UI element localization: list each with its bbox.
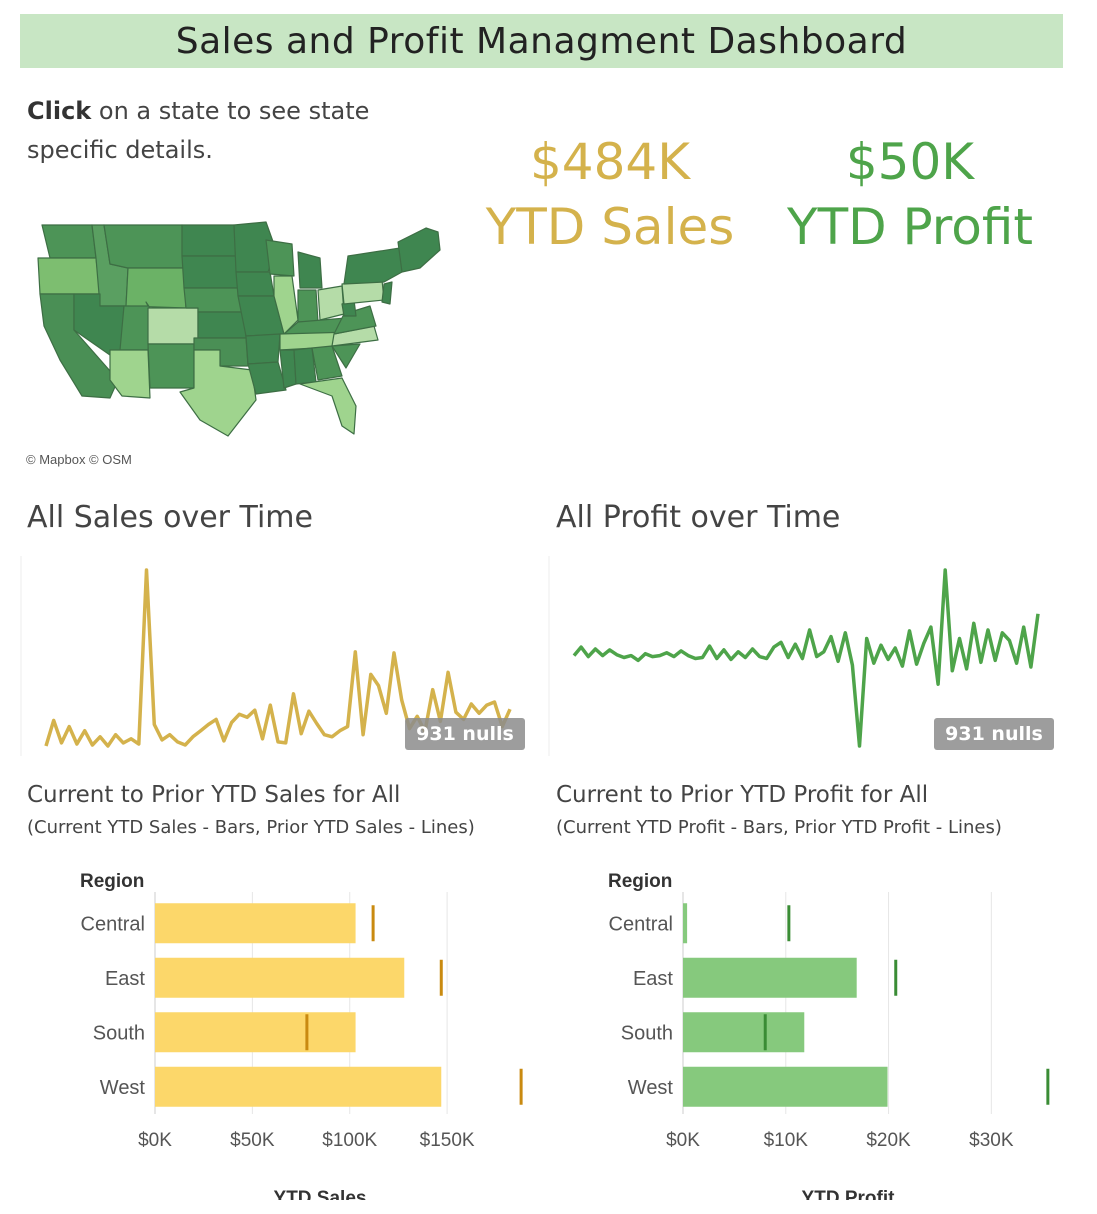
sales-time-title: All Sales over Time (27, 500, 313, 535)
sales-bar-east[interactable] (155, 957, 405, 998)
sales-axis-header: Region (80, 871, 144, 892)
sales-bar-central[interactable] (155, 903, 356, 944)
state-arkansas[interactable] (245, 333, 281, 365)
kpi-ytd-profit: $50K YTD Profit (770, 132, 1050, 262)
state-montana[interactable] (103, 224, 185, 269)
state-colorado[interactable] (147, 307, 199, 345)
state-indiana[interactable] (297, 289, 319, 323)
profit-series-line[interactable] (572, 568, 1040, 748)
profit-axis-header: Region (608, 871, 672, 892)
state-louisiana[interactable] (247, 361, 287, 395)
state-illinois[interactable] (273, 275, 299, 335)
state-georgia[interactable] (311, 345, 343, 381)
state-oregon[interactable] (37, 257, 101, 295)
kpi-ytd-sales: $484K YTD Sales (478, 132, 742, 262)
state-south-carolina[interactable] (331, 343, 361, 369)
state-new-england[interactable] (397, 227, 441, 273)
state-kansas[interactable] (197, 311, 247, 339)
state-washington[interactable] (41, 224, 97, 259)
profit-bars-note: (Current YTD Profit - Bars, Prior YTD Pr… (556, 817, 1002, 838)
sales-category-label: West (100, 1077, 146, 1099)
profit-time-title: All Profit over Time (556, 500, 841, 535)
state-south-dakota[interactable] (181, 255, 239, 289)
state-wyoming[interactable] (125, 267, 187, 309)
sales-bullet-chart[interactable]: Region Central East South West $0K $50K $100K $1… (20, 860, 540, 1200)
kpi-profit-label: YTD Profit (787, 198, 1033, 256)
kpi-profit-value: $50K (845, 133, 975, 191)
sales-tick-label: $150K (420, 1130, 475, 1151)
sales-category-label: East (105, 968, 145, 990)
profit-bar-east[interactable] (683, 957, 857, 998)
sales-bar-south[interactable] (155, 1012, 356, 1053)
profit-bar-west[interactable] (683, 1066, 888, 1107)
state-florida[interactable] (299, 377, 357, 435)
sales-category-label: Central (81, 913, 145, 935)
state-michigan[interactable] (297, 251, 323, 289)
profit-nulls-badge[interactable]: 931 nulls (934, 718, 1054, 750)
profit-category-label: Central (609, 913, 673, 935)
state-new-mexico[interactable] (147, 343, 195, 389)
profit-tick-label: $30K (969, 1130, 1014, 1151)
profit-x-axis-title: YTD Profit (802, 1188, 896, 1200)
state-virginia[interactable] (333, 305, 377, 335)
profit-category-label: West (628, 1077, 674, 1099)
profit-tick-label: $10K (764, 1130, 809, 1151)
sales-tick-label: $50K (230, 1130, 275, 1151)
profit-bar-south[interactable] (683, 1012, 805, 1053)
state-texas[interactable] (179, 349, 257, 437)
sales-nulls-badge[interactable]: 931 nulls (405, 718, 525, 750)
profit-bullet-chart[interactable]: Region Central East South West $0K $10K $20K $30… (548, 860, 1068, 1200)
sales-bars-title: Current to Prior YTD Sales for All (27, 782, 401, 808)
page-title: Sales and Profit Managment Dashboard (175, 20, 908, 62)
sales-tick-label: $0K (138, 1130, 172, 1151)
profit-tick-label: $0K (666, 1130, 700, 1151)
state-nebraska[interactable] (183, 287, 245, 313)
profit-bars-title: Current to Prior YTD Profit for All (556, 782, 929, 808)
profit-bar-central[interactable] (683, 903, 688, 944)
sales-x-axis-title: YTD Sales (274, 1188, 367, 1200)
state-new-york[interactable] (343, 247, 403, 285)
instructions-rest: on a state to see state specific details… (27, 97, 370, 164)
sales-over-time-chart[interactable] (20, 556, 535, 756)
header-bar: Sales and Profit Managment Dashboard (20, 14, 1063, 68)
kpi-sales-value: $484K (529, 133, 691, 191)
sales-bars-note: (Current YTD Sales - Bars, Prior YTD Sal… (27, 817, 475, 838)
state-north-dakota[interactable] (181, 224, 237, 257)
map-attribution: © Mapbox © OSM (26, 452, 132, 467)
state-new-jersey[interactable] (381, 281, 393, 305)
state-ohio[interactable] (317, 285, 345, 321)
sales-tick-label: $100K (322, 1130, 377, 1151)
profit-tick-label: $20K (866, 1130, 911, 1151)
sales-bar-west[interactable] (155, 1066, 442, 1107)
us-state-map[interactable] (30, 210, 450, 445)
state-wisconsin[interactable] (265, 239, 295, 277)
sales-series-line[interactable] (44, 568, 512, 748)
profit-category-label: South (621, 1022, 673, 1044)
state-arizona[interactable] (109, 349, 151, 399)
instructions-text: Click on a state to see state specific d… (27, 92, 427, 170)
profit-category-label: East (633, 968, 673, 990)
state-iowa[interactable] (235, 271, 275, 297)
profit-over-time-chart[interactable] (548, 556, 1058, 756)
sales-category-label: South (93, 1022, 145, 1044)
state-utah[interactable] (119, 301, 151, 351)
kpi-sales-label: YTD Sales (485, 198, 735, 256)
instructions-bold: Click (27, 97, 92, 125)
